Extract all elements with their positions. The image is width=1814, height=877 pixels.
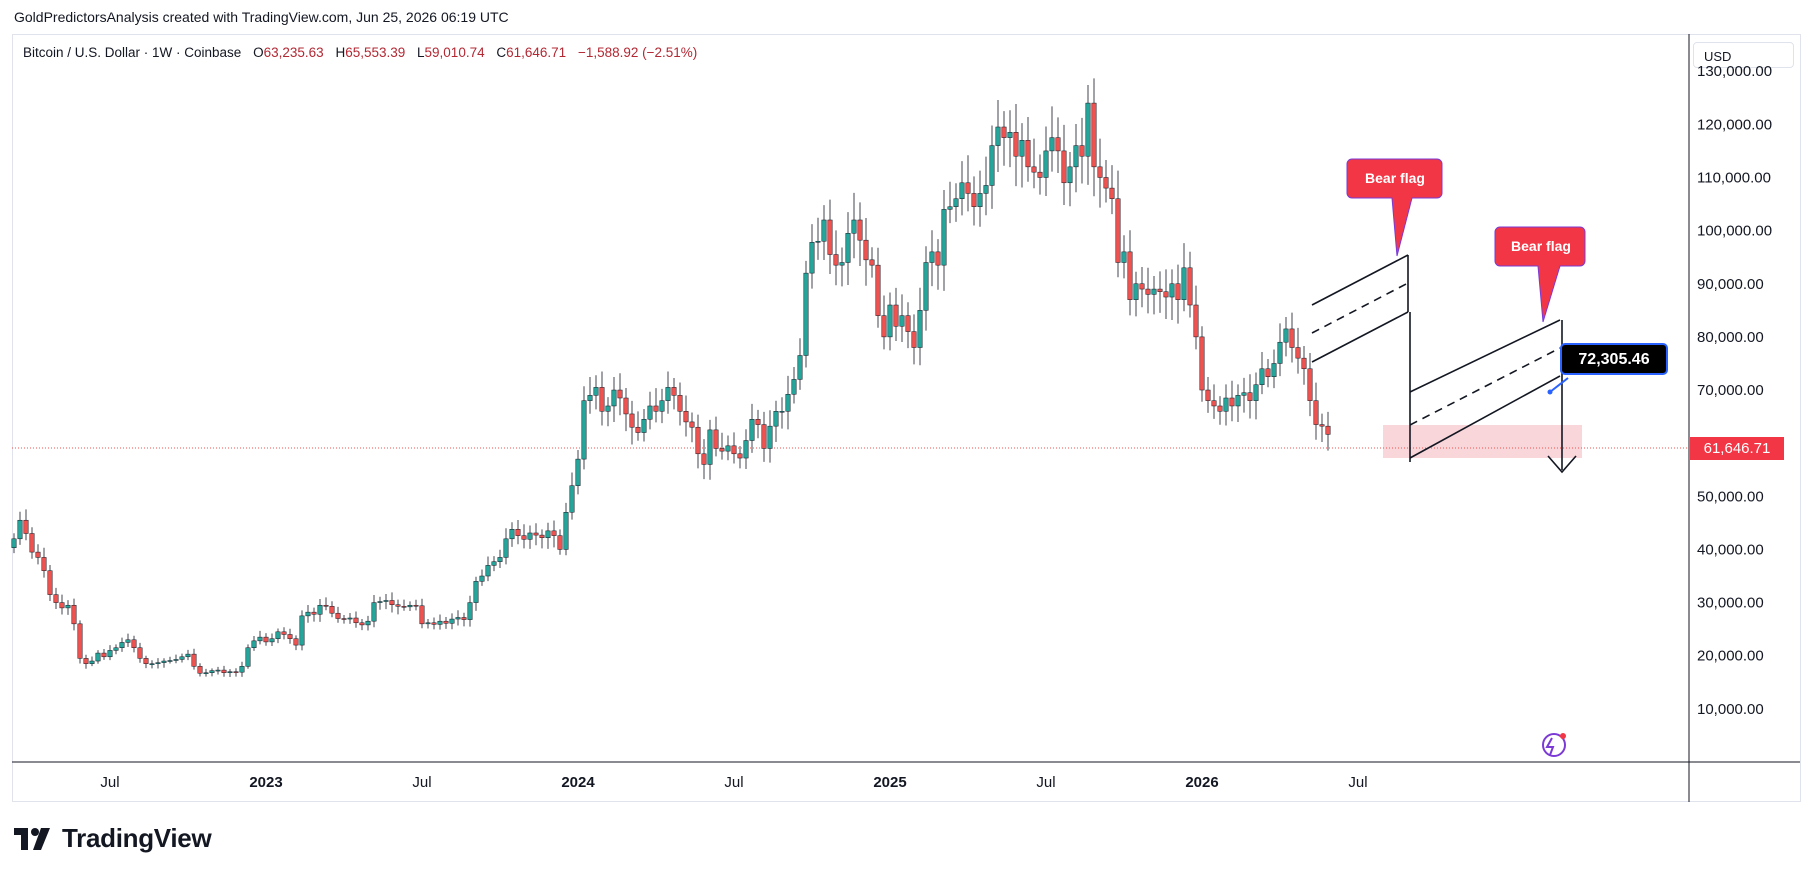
open-label: O [253, 45, 264, 60]
chart-frame [12, 34, 1801, 802]
change-value: −1,588.92 (−2.51%) [577, 45, 698, 60]
tradingview-logo-icon [14, 827, 50, 850]
low-label: L [417, 45, 425, 60]
tradingview-wordmark: TradingView [62, 823, 212, 853]
high-label: H [335, 45, 346, 60]
symbol-legend: Bitcoin / U.S. Dollar · 1W · Coinbase O6… [23, 45, 697, 60]
high-value: 65,553.39 [345, 45, 406, 60]
currency-button[interactable]: USD [1693, 42, 1794, 68]
low-value: 59,010.74 [424, 45, 485, 60]
symbol-name[interactable]: Bitcoin / U.S. Dollar · 1W · Coinbase [23, 45, 242, 60]
chart-caption: GoldPredictorsAnalysis created with Trad… [14, 9, 509, 25]
tradingview-brand[interactable]: TradingView [14, 823, 212, 854]
open-value: 63,235.63 [263, 45, 324, 60]
close-value: 61,646.71 [506, 45, 567, 60]
close-label: C [496, 45, 507, 60]
